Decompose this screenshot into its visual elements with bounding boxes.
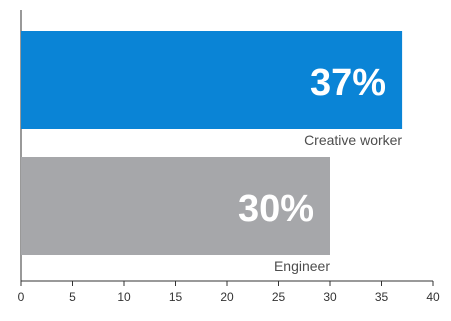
- bar-category-label: Engineer: [274, 258, 330, 274]
- bars-group: 37% Creative worker 30% Engineer: [21, 31, 402, 274]
- bar: [21, 31, 403, 129]
- x-tick-label: 30: [323, 290, 337, 304]
- x-tick-label: 15: [169, 290, 183, 304]
- x-tick-label: 10: [117, 290, 131, 304]
- x-tick-label: 25: [272, 290, 286, 304]
- x-tick-label: 20: [220, 290, 234, 304]
- x-axis-ticks: 0 5 10 15 20 25 30 35 40: [18, 281, 440, 304]
- x-tick-label: 5: [69, 290, 76, 304]
- bar-value-label: 37%: [310, 62, 386, 104]
- x-tick-label: 40: [426, 290, 440, 304]
- bar-category-label: Creative worker: [304, 132, 402, 148]
- x-tick-label: 35: [375, 290, 389, 304]
- bar: [21, 157, 330, 255]
- bar-value-label: 30%: [238, 188, 314, 230]
- x-tick-label: 0: [18, 290, 25, 304]
